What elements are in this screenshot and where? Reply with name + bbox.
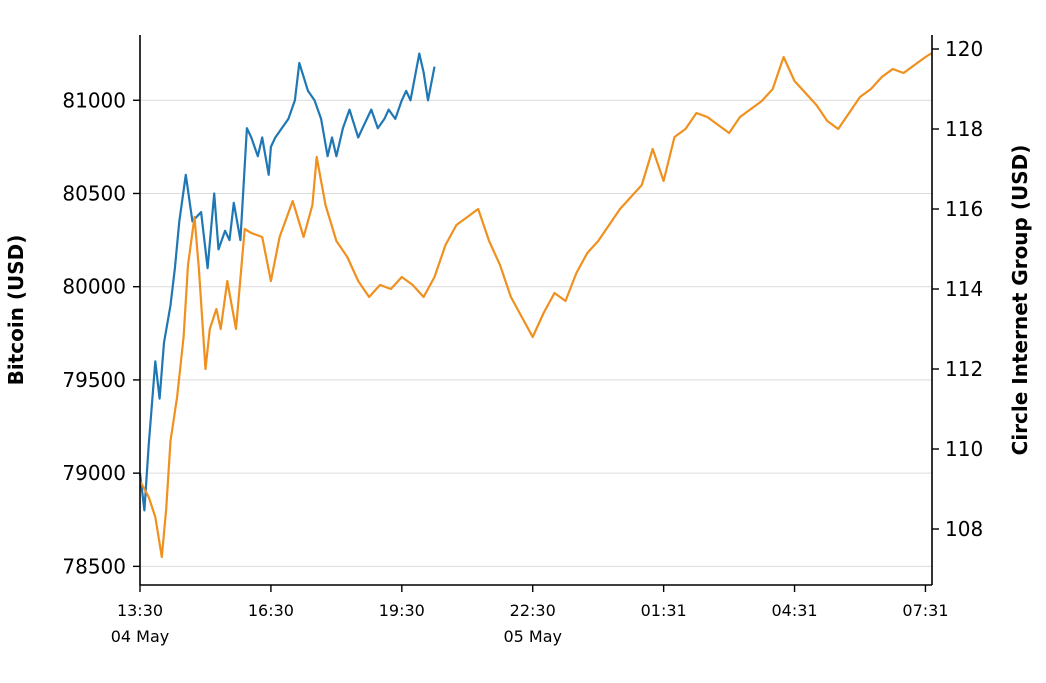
x-tick-label: 19:30 xyxy=(379,601,425,620)
right-y-tick-label: 108 xyxy=(945,517,983,541)
right-axis-title: Circle Internet Group (USD) xyxy=(1008,145,1032,456)
x-date-label: 04 May xyxy=(111,627,170,646)
right-y-tick-label: 116 xyxy=(945,197,983,221)
right-y-tick-label: 110 xyxy=(945,437,983,461)
right-y-tick-label: 120 xyxy=(945,37,983,61)
ticks: 78500 79000 79500 80000 80500 81000 108 110 112 1… xyxy=(62,37,983,646)
left-axis-title: Bitcoin (USD) xyxy=(4,235,28,386)
left-y-tick-label: 80000 xyxy=(62,275,126,299)
x-tick-label: 13:30 xyxy=(117,601,163,620)
left-y-tick-label: 79500 xyxy=(62,368,126,392)
gridlines xyxy=(140,99,932,567)
x-tick-label: 04:31 xyxy=(771,601,817,620)
axes xyxy=(139,35,933,586)
bitcoin-series-line xyxy=(138,52,436,512)
x-tick-label: 22:30 xyxy=(510,601,556,620)
left-y-tick-label: 80500 xyxy=(62,181,126,205)
right-y-tick-label: 114 xyxy=(945,277,983,301)
left-y-tick-label: 79000 xyxy=(62,461,126,485)
x-tick-label: 01:31 xyxy=(641,601,687,620)
circle-series-line xyxy=(139,52,933,559)
series-layer xyxy=(138,52,933,559)
x-tick-label: 16:30 xyxy=(248,601,294,620)
right-y-tick-label: 112 xyxy=(945,357,983,381)
x-tick-label: 07:31 xyxy=(902,601,948,620)
x-date-label: 05 May xyxy=(503,627,562,646)
right-y-tick-label: 118 xyxy=(945,117,983,141)
left-y-tick-label: 81000 xyxy=(62,88,126,112)
left-y-tick-label: 78500 xyxy=(62,554,126,578)
